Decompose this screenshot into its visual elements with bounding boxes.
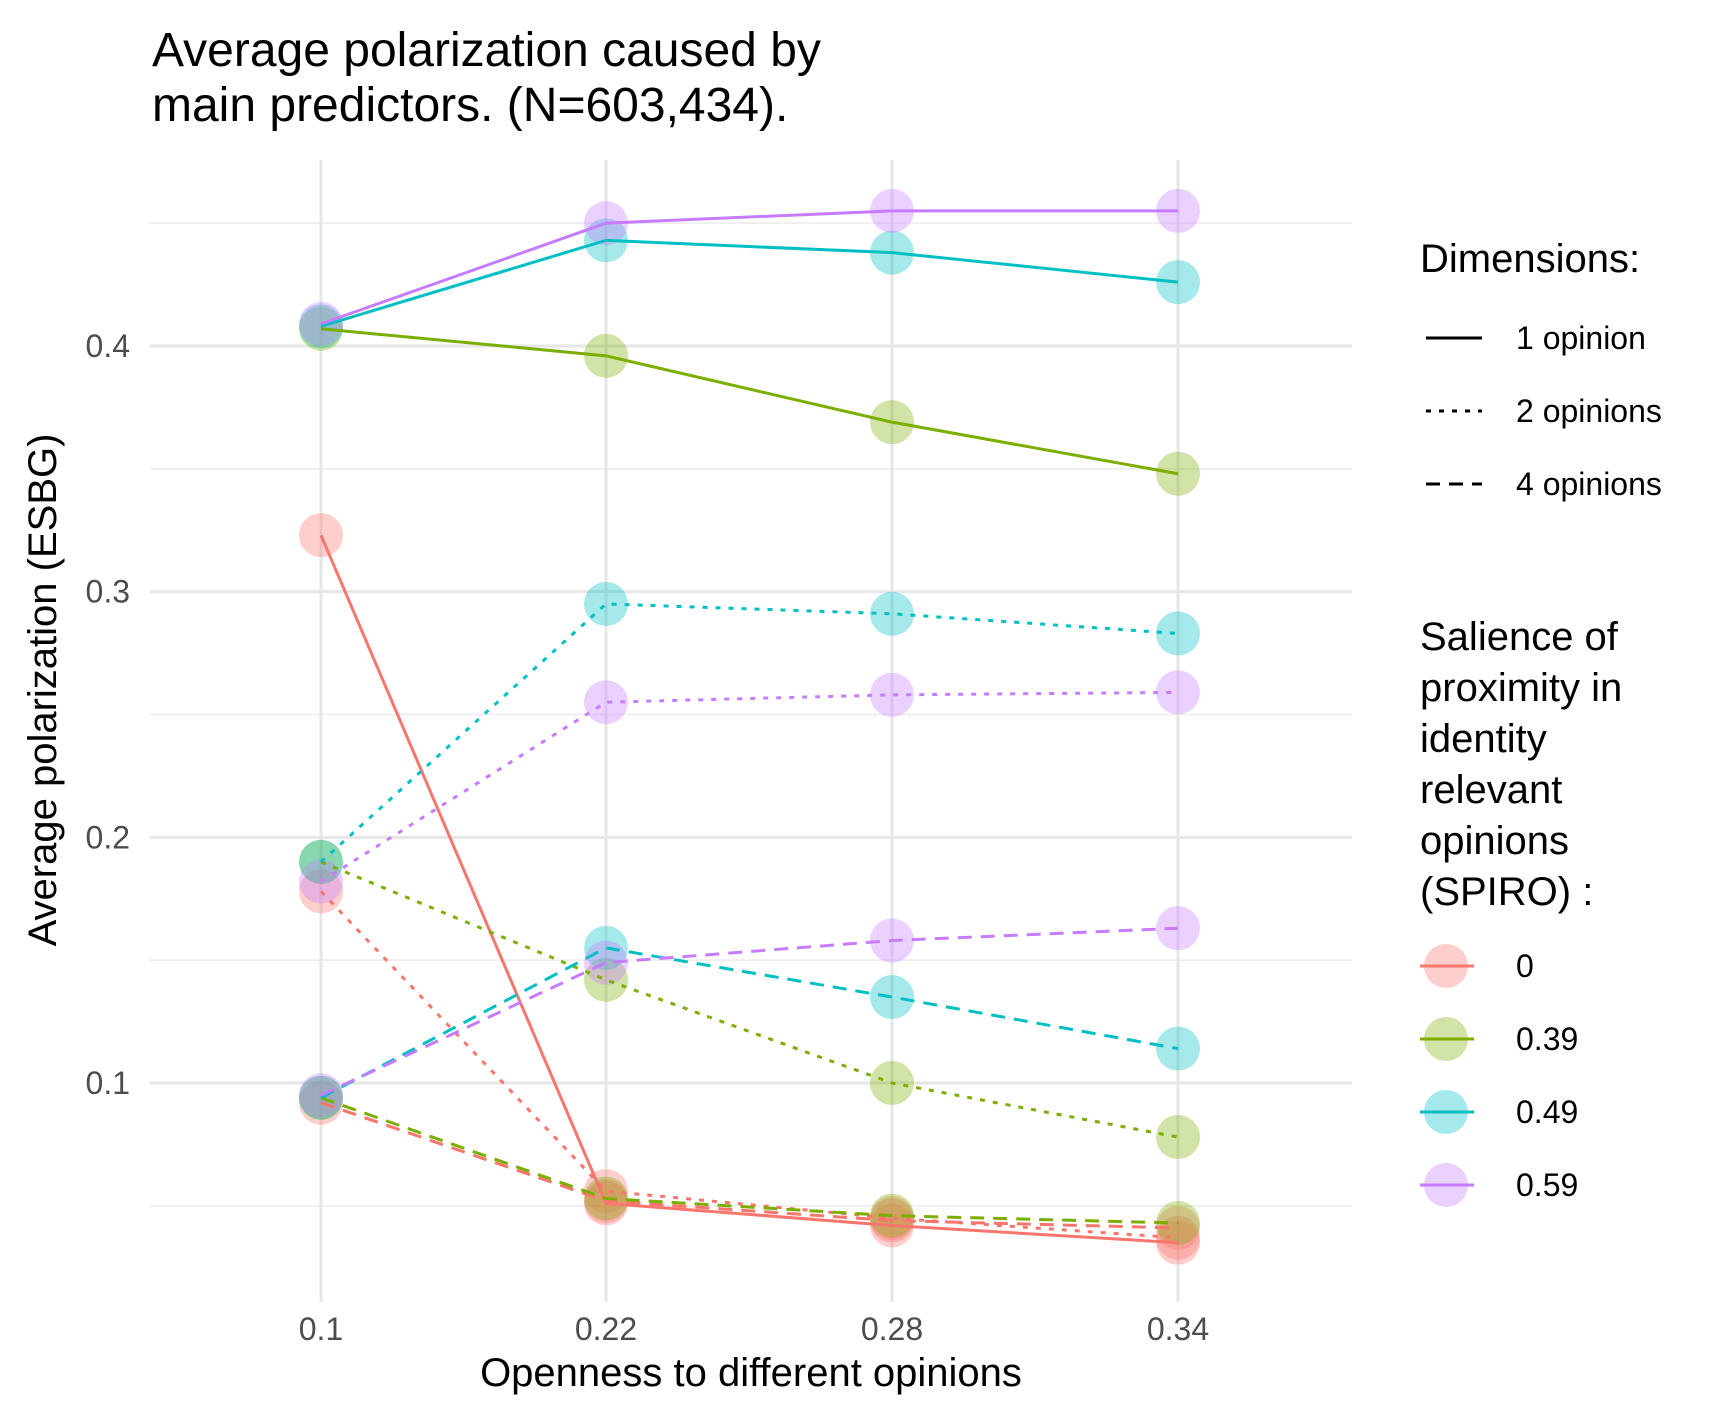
series-line	[319, 602, 1179, 864]
legend-salience-title-line: Salience of	[1420, 615, 1619, 659]
data-point	[870, 1196, 914, 1241]
legend-salience-label: 0.59	[1516, 1167, 1578, 1203]
legend-dimensions-label: 2 opinions	[1516, 393, 1662, 429]
data-point	[870, 672, 914, 717]
data-point	[1156, 611, 1200, 656]
series-points	[299, 188, 1200, 1265]
legend-salience-label: 0	[1516, 948, 1534, 984]
series-line	[320, 327, 1179, 476]
legend-salience-title-line: relevant	[1420, 768, 1562, 812]
series-line	[320, 926, 1179, 1097]
data-point	[584, 940, 628, 985]
series-line	[320, 690, 1179, 883]
data-point	[1156, 1115, 1200, 1160]
series-line	[320, 1101, 1179, 1230]
y-tick-label: 0.3	[86, 574, 130, 610]
data-point	[584, 581, 628, 626]
series-line	[319, 890, 1179, 1240]
data-point	[1156, 670, 1200, 715]
legend-salience-title-line: identity	[1420, 717, 1547, 761]
y-axis-title: Average polarization (ESBG)	[21, 434, 65, 947]
legend-dimensions-label: 4 opinions	[1516, 466, 1662, 502]
legend-salience-label: 0.49	[1516, 1094, 1578, 1130]
series-line	[320, 946, 1179, 1100]
legend-salience-label: 0.39	[1516, 1021, 1578, 1057]
series-line	[319, 534, 1179, 1245]
legend-salience-title-line: opinions	[1420, 819, 1569, 863]
tick-labels: 0.1 0.22 0.28 0.34 0.1 0.2 0.3 0.4	[86, 328, 1210, 1347]
chart-title-line: Average polarization caused by	[152, 24, 821, 77]
data-point	[584, 925, 628, 970]
legend-dimensions-label: 1 opinion	[1516, 320, 1646, 356]
y-tick-label: 0.1	[86, 1065, 130, 1101]
x-tick-label: 0.1	[299, 1311, 343, 1347]
legend-salience: Salience of proximity in identity relevant o…	[1420, 615, 1622, 1207]
x-axis-title: Openness to different opinions	[480, 1351, 1022, 1395]
data-point	[870, 975, 914, 1020]
legend-salience-title-line: proximity in	[1420, 666, 1622, 710]
data-point	[584, 680, 628, 725]
x-tick-label: 0.28	[861, 1311, 923, 1347]
x-tick-label: 0.22	[575, 1311, 637, 1347]
data-point	[870, 591, 914, 636]
legend-dimensions: Dimensions: 1 opinion 2 opinions 4 opinions	[1420, 237, 1662, 502]
y-tick-label: 0.2	[86, 819, 130, 855]
series-line	[320, 860, 1179, 1139]
x-tick-label: 0.34	[1147, 1311, 1209, 1347]
chart-title-line: main predictors. (N=603,434).	[152, 79, 788, 132]
series-lines	[319, 209, 1179, 1245]
legend-salience-title-line: (SPIRO) :	[1420, 870, 1593, 914]
series-line	[320, 209, 1178, 326]
series-line	[320, 238, 1179, 328]
series-line	[320, 1096, 1179, 1225]
legend-dimensions-title: Dimensions:	[1420, 237, 1640, 281]
y-tick-label: 0.4	[86, 328, 130, 364]
